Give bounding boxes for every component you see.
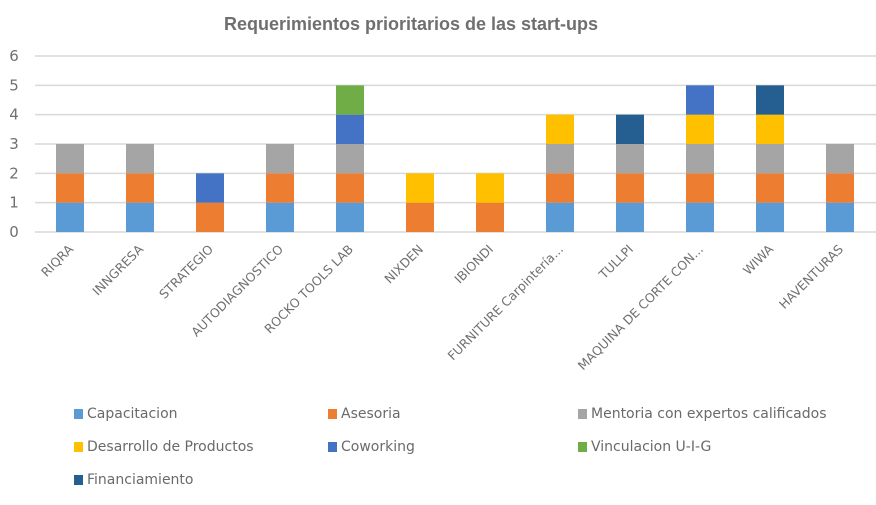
- bar-segment: [266, 173, 294, 203]
- bar-segment: [336, 202, 364, 232]
- x-tick-label: NIXDEN: [381, 242, 426, 287]
- chart-title: Requerimientos prioritarios de las start…: [223, 14, 599, 34]
- bar-segment: [686, 85, 714, 115]
- bar-segment: [756, 85, 784, 115]
- bar-segment: [196, 173, 224, 203]
- bar-segment: [126, 202, 154, 232]
- bar-segment: [406, 173, 434, 203]
- bar-segment: [336, 114, 364, 144]
- x-tick-label: FURNITURE Carpintería...: [444, 242, 566, 364]
- bar-segment: [126, 144, 154, 174]
- y-tick-label: 6: [9, 47, 19, 65]
- bar-segment: [616, 202, 644, 232]
- x-tick-label: INNGRESA: [89, 241, 146, 298]
- x-tick-label: RIQRA: [38, 241, 76, 279]
- bar-segment: [686, 202, 714, 232]
- y-tick-label: 1: [9, 194, 19, 212]
- bars: [56, 85, 854, 232]
- bar-segment: [196, 202, 224, 232]
- x-tick-label: MAQUINA DE CORTE CON...: [575, 242, 706, 373]
- y-tick-label: 3: [9, 135, 19, 153]
- bar-segment: [126, 173, 154, 203]
- x-tick-label: IBIONDI: [451, 242, 496, 287]
- y-tick-label: 2: [9, 164, 19, 182]
- bar-segment: [546, 173, 574, 203]
- bar-segment: [56, 202, 84, 232]
- bar-segment: [56, 144, 84, 174]
- x-axis-ticks: RIQRA INNGRESA STRATEGIOAUTODIAGNOSTICOROC…: [38, 241, 846, 373]
- bar-segment: [546, 144, 574, 174]
- bar-segment: [826, 144, 854, 174]
- bar-segment: [476, 173, 504, 203]
- bar-segment: [616, 173, 644, 203]
- bar-segment: [686, 114, 714, 144]
- bar-segment: [266, 144, 294, 174]
- bar-segment: [826, 173, 854, 203]
- bar-segment: [546, 202, 574, 232]
- bar-segment: [756, 114, 784, 144]
- bar-segment: [336, 144, 364, 174]
- bar-segment: [546, 114, 574, 144]
- bar-segment: [686, 173, 714, 203]
- bar-segment: [336, 85, 364, 115]
- gridlines: [35, 55, 876, 233]
- bar-segment: [56, 173, 84, 203]
- y-axis-ticks: 0 1 2 3 4 5 6: [9, 47, 19, 241]
- bar-segment: [756, 202, 784, 232]
- x-tick-label: HAVENTURAS: [776, 241, 846, 311]
- y-tick-label: 0: [9, 223, 19, 241]
- y-tick-label: 4: [9, 106, 19, 124]
- bar-segment: [756, 144, 784, 174]
- bar-segment: [406, 202, 434, 232]
- bar-segment: [686, 144, 714, 174]
- bar-segment: [336, 173, 364, 203]
- bar-segment: [616, 114, 644, 144]
- y-tick-label: 5: [9, 76, 19, 94]
- x-tick-label: WIWA: [740, 241, 777, 278]
- bar-segment: [616, 144, 644, 174]
- bar-segment: [756, 173, 784, 203]
- bar-segment: [476, 202, 504, 232]
- x-tick-label: STRATEGIO: [156, 241, 216, 301]
- bar-segment: [266, 202, 294, 232]
- bar-segment: [826, 202, 854, 232]
- x-tick-label: TULLPI: [595, 242, 636, 283]
